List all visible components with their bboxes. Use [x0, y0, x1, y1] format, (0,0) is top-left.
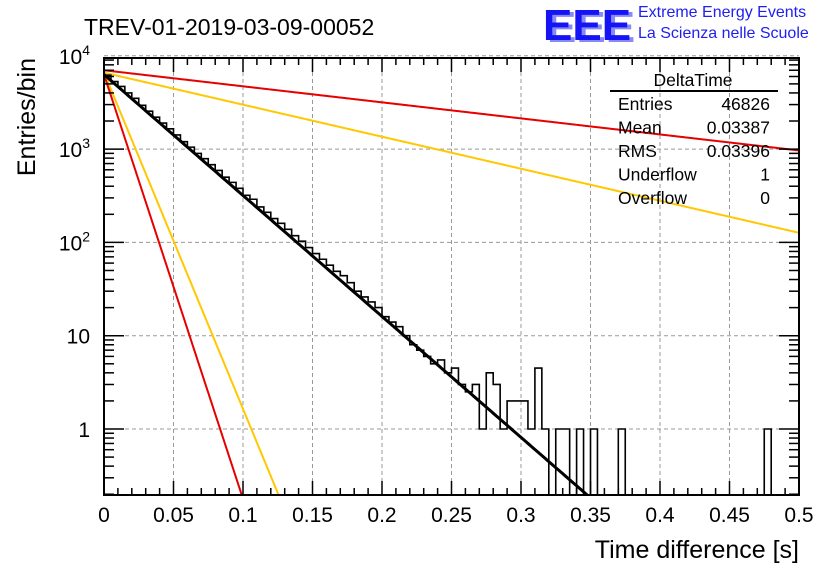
- stats-label-underflow: Underflow: [618, 165, 697, 185]
- y-axis-label: Entries/bin: [13, 58, 41, 176]
- x-tick-label: 0.25: [431, 504, 472, 527]
- stats-value-mean: 0.03387: [707, 118, 770, 138]
- x-tick-labels: 0 0.05 0.1 0.15 0.2 0.25 0.3 0.35 0.4 0.45 0.5: [98, 504, 813, 527]
- x-tick-label: 0.05: [153, 504, 194, 527]
- x-tick-label: 0.45: [709, 504, 750, 527]
- curve-band-upper-yellow: [104, 71, 799, 234]
- chart-title: TREV-01-2019-03-09-00052: [84, 14, 374, 40]
- stats-label-rms: RMS: [618, 141, 657, 161]
- y-tick-label: 1: [78, 419, 90, 442]
- stats-label-entries: Entries: [618, 94, 673, 114]
- logo-line-1: Extreme Energy Events: [638, 4, 806, 21]
- x-tick-label: 0.5: [784, 504, 813, 527]
- stats-title: DeltaTime: [653, 70, 732, 90]
- curve-fit: [104, 73, 590, 495]
- y-tick-labels: 1 10 102 103 104: [59, 42, 90, 442]
- curve-band-upper-red: [104, 69, 799, 152]
- stats-box: DeltaTime Entries 46826 Mean 0.03387 RMS 0.03…: [610, 70, 778, 208]
- axis-ticks: [103, 58, 800, 495]
- eee-logo: EEE EEE Extreme Energy Events La Scienza…: [543, 1, 809, 52]
- stats-value-overflow: 0: [760, 188, 770, 208]
- stats-value-entries: 46826: [721, 94, 770, 114]
- stats-label-overflow: Overflow: [618, 188, 687, 208]
- logo-mark: EEE: [543, 1, 631, 50]
- x-axis-label: Time difference [s]: [595, 536, 799, 564]
- curve-band-lower-red: [104, 74, 243, 495]
- stats-label-mean: Mean: [618, 118, 662, 138]
- y-tick-label: 102: [59, 228, 90, 255]
- grid: [104, 55, 799, 495]
- y-tick-label: 104: [59, 42, 90, 69]
- curve-band-lower-yellow: [104, 72, 280, 495]
- x-tick-label: 0: [98, 504, 110, 527]
- x-tick-label: 0.35: [570, 504, 611, 527]
- y-tick-label: 103: [59, 135, 90, 162]
- y-tick-label: 10: [67, 326, 90, 349]
- x-tick-label: 0.15: [292, 504, 333, 527]
- x-tick-label: 0.4: [645, 504, 675, 527]
- logo-mark-shadow: EEE: [547, 3, 635, 52]
- fit-curve-group: [104, 73, 590, 495]
- fit-band-curves: [104, 69, 799, 495]
- x-tick-label: 0.1: [228, 504, 257, 527]
- stats-value-rms: 0.03396: [707, 141, 770, 161]
- stats-value-underflow: 1: [760, 165, 770, 185]
- logo-line-2: La Scienza nelle Scuole: [638, 25, 809, 42]
- x-tick-label: 0.3: [506, 504, 535, 527]
- x-tick-label: 0.2: [367, 504, 396, 527]
